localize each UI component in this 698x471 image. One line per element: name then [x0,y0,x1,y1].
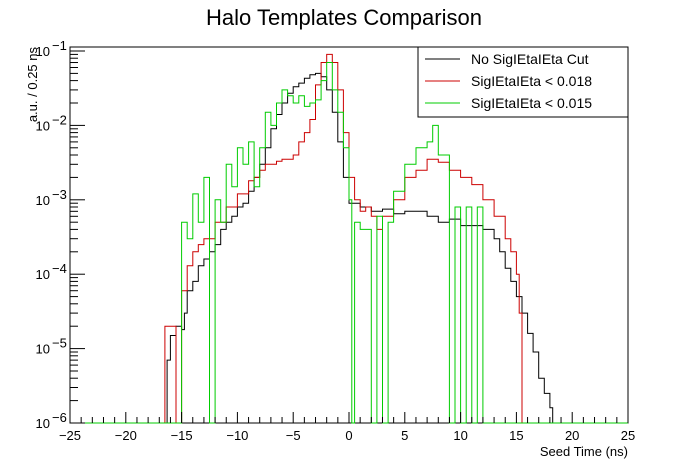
y-tick-exponent: −2 [52,112,67,127]
x-tick-label: −10 [226,428,248,443]
y-tick-label: 10 [36,267,50,282]
x-tick-label: 25 [621,428,635,443]
legend: No SigIEtaIEta Cut SigIEtaIEta < 0.018 S… [417,46,629,118]
x-tick-label: 20 [565,428,579,443]
x-tick-label: 15 [509,428,523,443]
y-tick-exponent: −1 [52,38,67,53]
y-axis: 10−610−510−410−310−210−1 [36,38,85,431]
legend-label-cut-0018: SigIEtaIEta < 0.018 [471,73,592,89]
y-axis-label: a.u. / 0.25 ns [25,47,40,123]
y-tick-label: 10 [36,416,50,431]
y-tick-label: 10 [36,118,50,133]
y-tick-label: 10 [36,342,50,357]
legend-entry-cut-0015: SigIEtaIEta < 0.015 [425,95,592,111]
legend-label-cut-0015: SigIEtaIEta < 0.015 [471,95,592,111]
y-tick-label: 10 [36,44,50,59]
legend-entry-no-cut: No SigIEtaIEta Cut [425,51,589,67]
y-tick-exponent: −6 [52,410,67,425]
x-tick-label: 10 [453,428,467,443]
x-tick-label: 0 [345,428,352,443]
series-line-cut-0018 [70,53,628,424]
x-tick-label: −25 [59,428,81,443]
x-axis: −25 −20 −15 −10 −5 0 5 10 15 20 25 [59,412,635,443]
x-axis-label: Seed Time (ns) [540,444,628,459]
x-tick-label: −20 [115,428,137,443]
series-line-no-cut [70,72,628,424]
y-tick-exponent: −4 [52,261,67,276]
y-tick-exponent: −5 [52,336,67,351]
series-line-cut-0015 [70,62,628,424]
x-tick-label: 5 [401,428,408,443]
legend-entry-cut-0018: SigIEtaIEta < 0.018 [425,73,592,89]
chart-title: Halo Templates Comparison [206,5,482,30]
y-tick-exponent: −3 [52,187,67,202]
legend-label-no-cut: No SigIEtaIEta Cut [471,51,589,67]
x-tick-label: −15 [171,428,193,443]
series-layer [70,53,628,424]
y-tick-label: 10 [36,193,50,208]
x-tick-label: −5 [286,428,301,443]
